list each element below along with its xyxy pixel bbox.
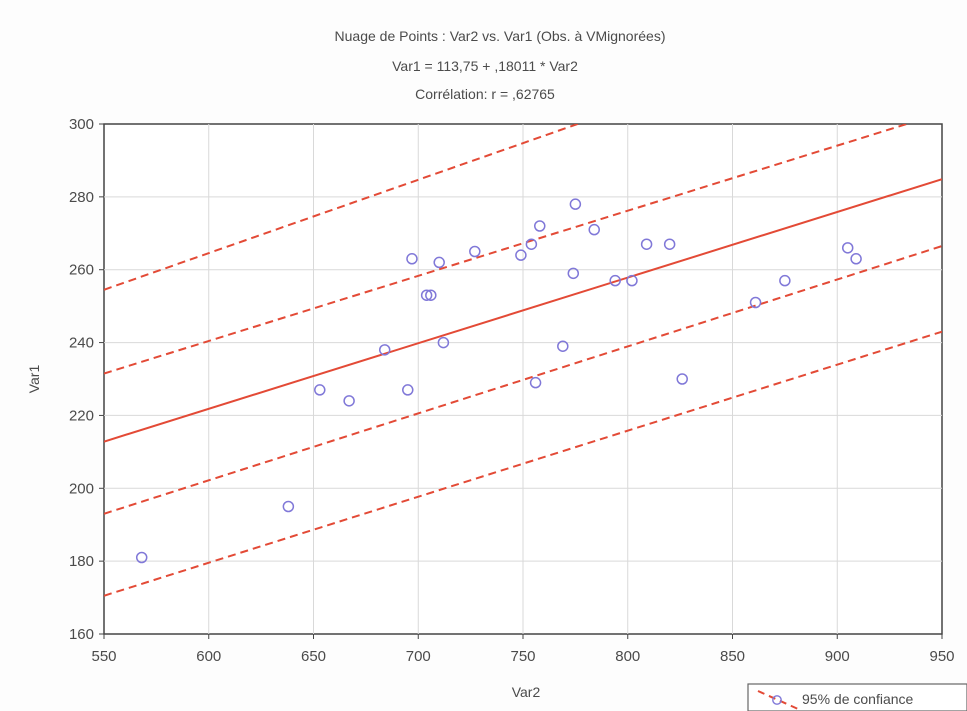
scatter-point [663, 238, 676, 250]
scatter-point [569, 198, 582, 210]
x-tick-label: 900 [825, 648, 850, 665]
scatter-point [469, 245, 481, 258]
y-tick-label: 260 [69, 262, 94, 279]
confidence-line-3 [104, 245, 942, 515]
scatter-point [525, 238, 538, 250]
scatter-point [567, 267, 580, 280]
scatter-point [282, 500, 295, 513]
y-tick-label: 200 [69, 480, 94, 497]
confidence-line-2 [104, 124, 911, 375]
scatter-point [588, 223, 600, 236]
x-tick-label: 850 [720, 648, 745, 665]
legend-label: 95% de confiance [802, 691, 914, 707]
x-tick-label: 600 [196, 648, 221, 665]
scatter-point [640, 238, 653, 250]
confidence-lines [104, 124, 942, 597]
scatter-point [676, 373, 688, 385]
scatter-point [557, 340, 569, 352]
scatter-point [779, 274, 791, 287]
regression-line [104, 178, 942, 443]
scatter-points [135, 198, 862, 564]
confidence-line-1 [104, 124, 581, 291]
x-tick-label: 950 [929, 648, 954, 665]
chart-title: Nuage de Points : Var2 vs. Var1 (Obs. à … [335, 28, 666, 44]
x-tick-label: 650 [301, 648, 326, 665]
legend-point-swatch [772, 695, 782, 705]
scatter-point [135, 551, 148, 564]
x-tick-label: 550 [91, 648, 116, 665]
scatter-point [433, 256, 445, 269]
legend-box [747, 683, 967, 711]
grid [104, 124, 942, 634]
scatter-point [529, 376, 542, 389]
scatter-point [425, 289, 437, 301]
scatter-point [343, 395, 355, 407]
scatter-point [850, 253, 862, 265]
legend: 95% de confiance [747, 683, 967, 711]
y-axis-ticks: 160 180 200 220 240 260 280 300 [69, 116, 104, 643]
scatter-point [515, 249, 527, 261]
regression-equation: Var1 = 113,75 + ,18011 * Var2 [392, 58, 578, 74]
y-tick-label: 220 [69, 407, 94, 424]
legend-confidence-swatch [757, 690, 799, 710]
x-tick-label: 700 [406, 648, 431, 665]
regression-line-group [104, 178, 942, 443]
x-tick-label: 750 [510, 648, 535, 665]
x-tick-label: 800 [615, 648, 640, 665]
x-axis-ticks: 550 600 650 700 750 800 850 900 950 [91, 634, 955, 665]
scatter-point [841, 242, 854, 254]
scatter-point [626, 274, 638, 287]
scatter-point [378, 344, 391, 356]
y-tick-label: 300 [69, 116, 94, 133]
confidence-line-4 [104, 330, 942, 597]
scatter-point [534, 220, 546, 232]
y-axis-label: Var1 [26, 365, 42, 394]
scatter-point [749, 296, 762, 309]
y-tick-label: 240 [69, 335, 94, 352]
scatter-point [314, 384, 326, 396]
scatter-point [406, 253, 418, 265]
x-axis-label: Var2 [512, 684, 541, 700]
scatter-point [420, 289, 433, 301]
scatter-point [609, 274, 621, 287]
scatter-point [437, 336, 450, 349]
y-tick-label: 280 [69, 189, 94, 206]
correlation-text: Corrélation: r = ,62765 [415, 86, 555, 102]
y-tick-label: 180 [69, 553, 94, 570]
y-tick-label: 160 [69, 626, 94, 643]
scatter-point [402, 384, 414, 396]
